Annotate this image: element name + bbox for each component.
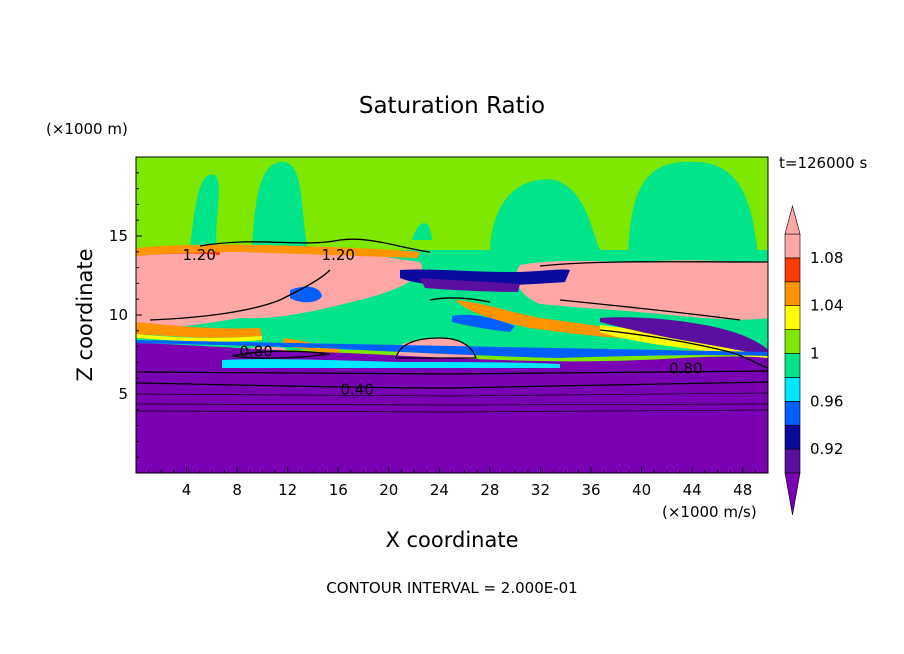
- contour-label: 0.80: [239, 342, 272, 360]
- colorbar-segment: [784, 305, 801, 330]
- colorbar-tick-label: 1.04: [810, 297, 843, 315]
- colorbar-segment: [784, 448, 801, 474]
- colorbar-segment: [784, 257, 801, 283]
- colorbar-segment: [784, 424, 801, 450]
- y-tick-label: 10: [109, 306, 128, 324]
- contour-fill-field: [136, 157, 768, 473]
- contour-labels: 1.20 1.20 0.80 0.80 0.40: [182, 246, 702, 398]
- x-tick-label: 24: [430, 481, 449, 499]
- colorbar-tick-label: 1: [810, 345, 820, 363]
- contour-lines: [136, 238, 768, 413]
- x-tick-label: 28: [480, 481, 499, 499]
- x-tick-label: 44: [683, 481, 702, 499]
- y-axis-unit: (×1000 m): [46, 120, 128, 138]
- colorbar-tick-label: 1.08: [810, 249, 843, 267]
- colorbar-segment: [784, 377, 801, 402]
- colorbar-segment: [784, 400, 801, 426]
- colorbar-segment: [784, 233, 801, 259]
- contour-label: 1.20: [322, 246, 355, 264]
- contour-interval-footer: CONTOUR INTERVAL = 2.000E-01: [326, 579, 577, 597]
- colorbar-segment: [784, 329, 801, 354]
- x-tick-label: 36: [581, 481, 600, 499]
- contour-label: 0.40: [340, 380, 373, 398]
- y-axis-ticks: 5 10 15: [109, 172, 142, 458]
- x-tick-label: 40: [632, 481, 651, 499]
- colorbar-over-arrow: [784, 204, 801, 235]
- x-axis-label: X coordinate: [385, 528, 518, 552]
- x-tick-label: 4: [182, 481, 192, 499]
- colorbar-tick-label: 0.96: [810, 392, 843, 410]
- x-tick-label: 12: [278, 481, 297, 499]
- x-tick-label: 16: [329, 481, 348, 499]
- x-tick-label: 20: [379, 481, 398, 499]
- x-axis-unit: (×1000 m/s): [662, 503, 757, 521]
- colorbar: 0.92 0.96 1 1.04 1.08: [784, 204, 843, 516]
- colorbar-segment: [784, 353, 801, 378]
- x-axis-ticks: 4 8 12 16 20 24 28 32 36 40 44 48: [148, 467, 756, 499]
- colorbar-segment: [784, 281, 801, 306]
- chart-title: Saturation Ratio: [359, 93, 545, 119]
- contour-label: 1.20: [182, 246, 215, 264]
- x-tick-label: 32: [531, 481, 550, 499]
- y-axis-label: Z coordinate: [73, 248, 97, 381]
- x-tick-label: 8: [232, 481, 242, 499]
- colorbar-under-arrow: [784, 472, 801, 516]
- contour-label: 0.80: [669, 360, 702, 378]
- x-tick-label: 48: [733, 481, 752, 499]
- y-tick-label: 5: [118, 385, 128, 403]
- colorbar-tick-label: 0.92: [810, 440, 843, 458]
- time-label: t=126000 s: [779, 154, 867, 172]
- y-tick-label: 15: [109, 227, 128, 245]
